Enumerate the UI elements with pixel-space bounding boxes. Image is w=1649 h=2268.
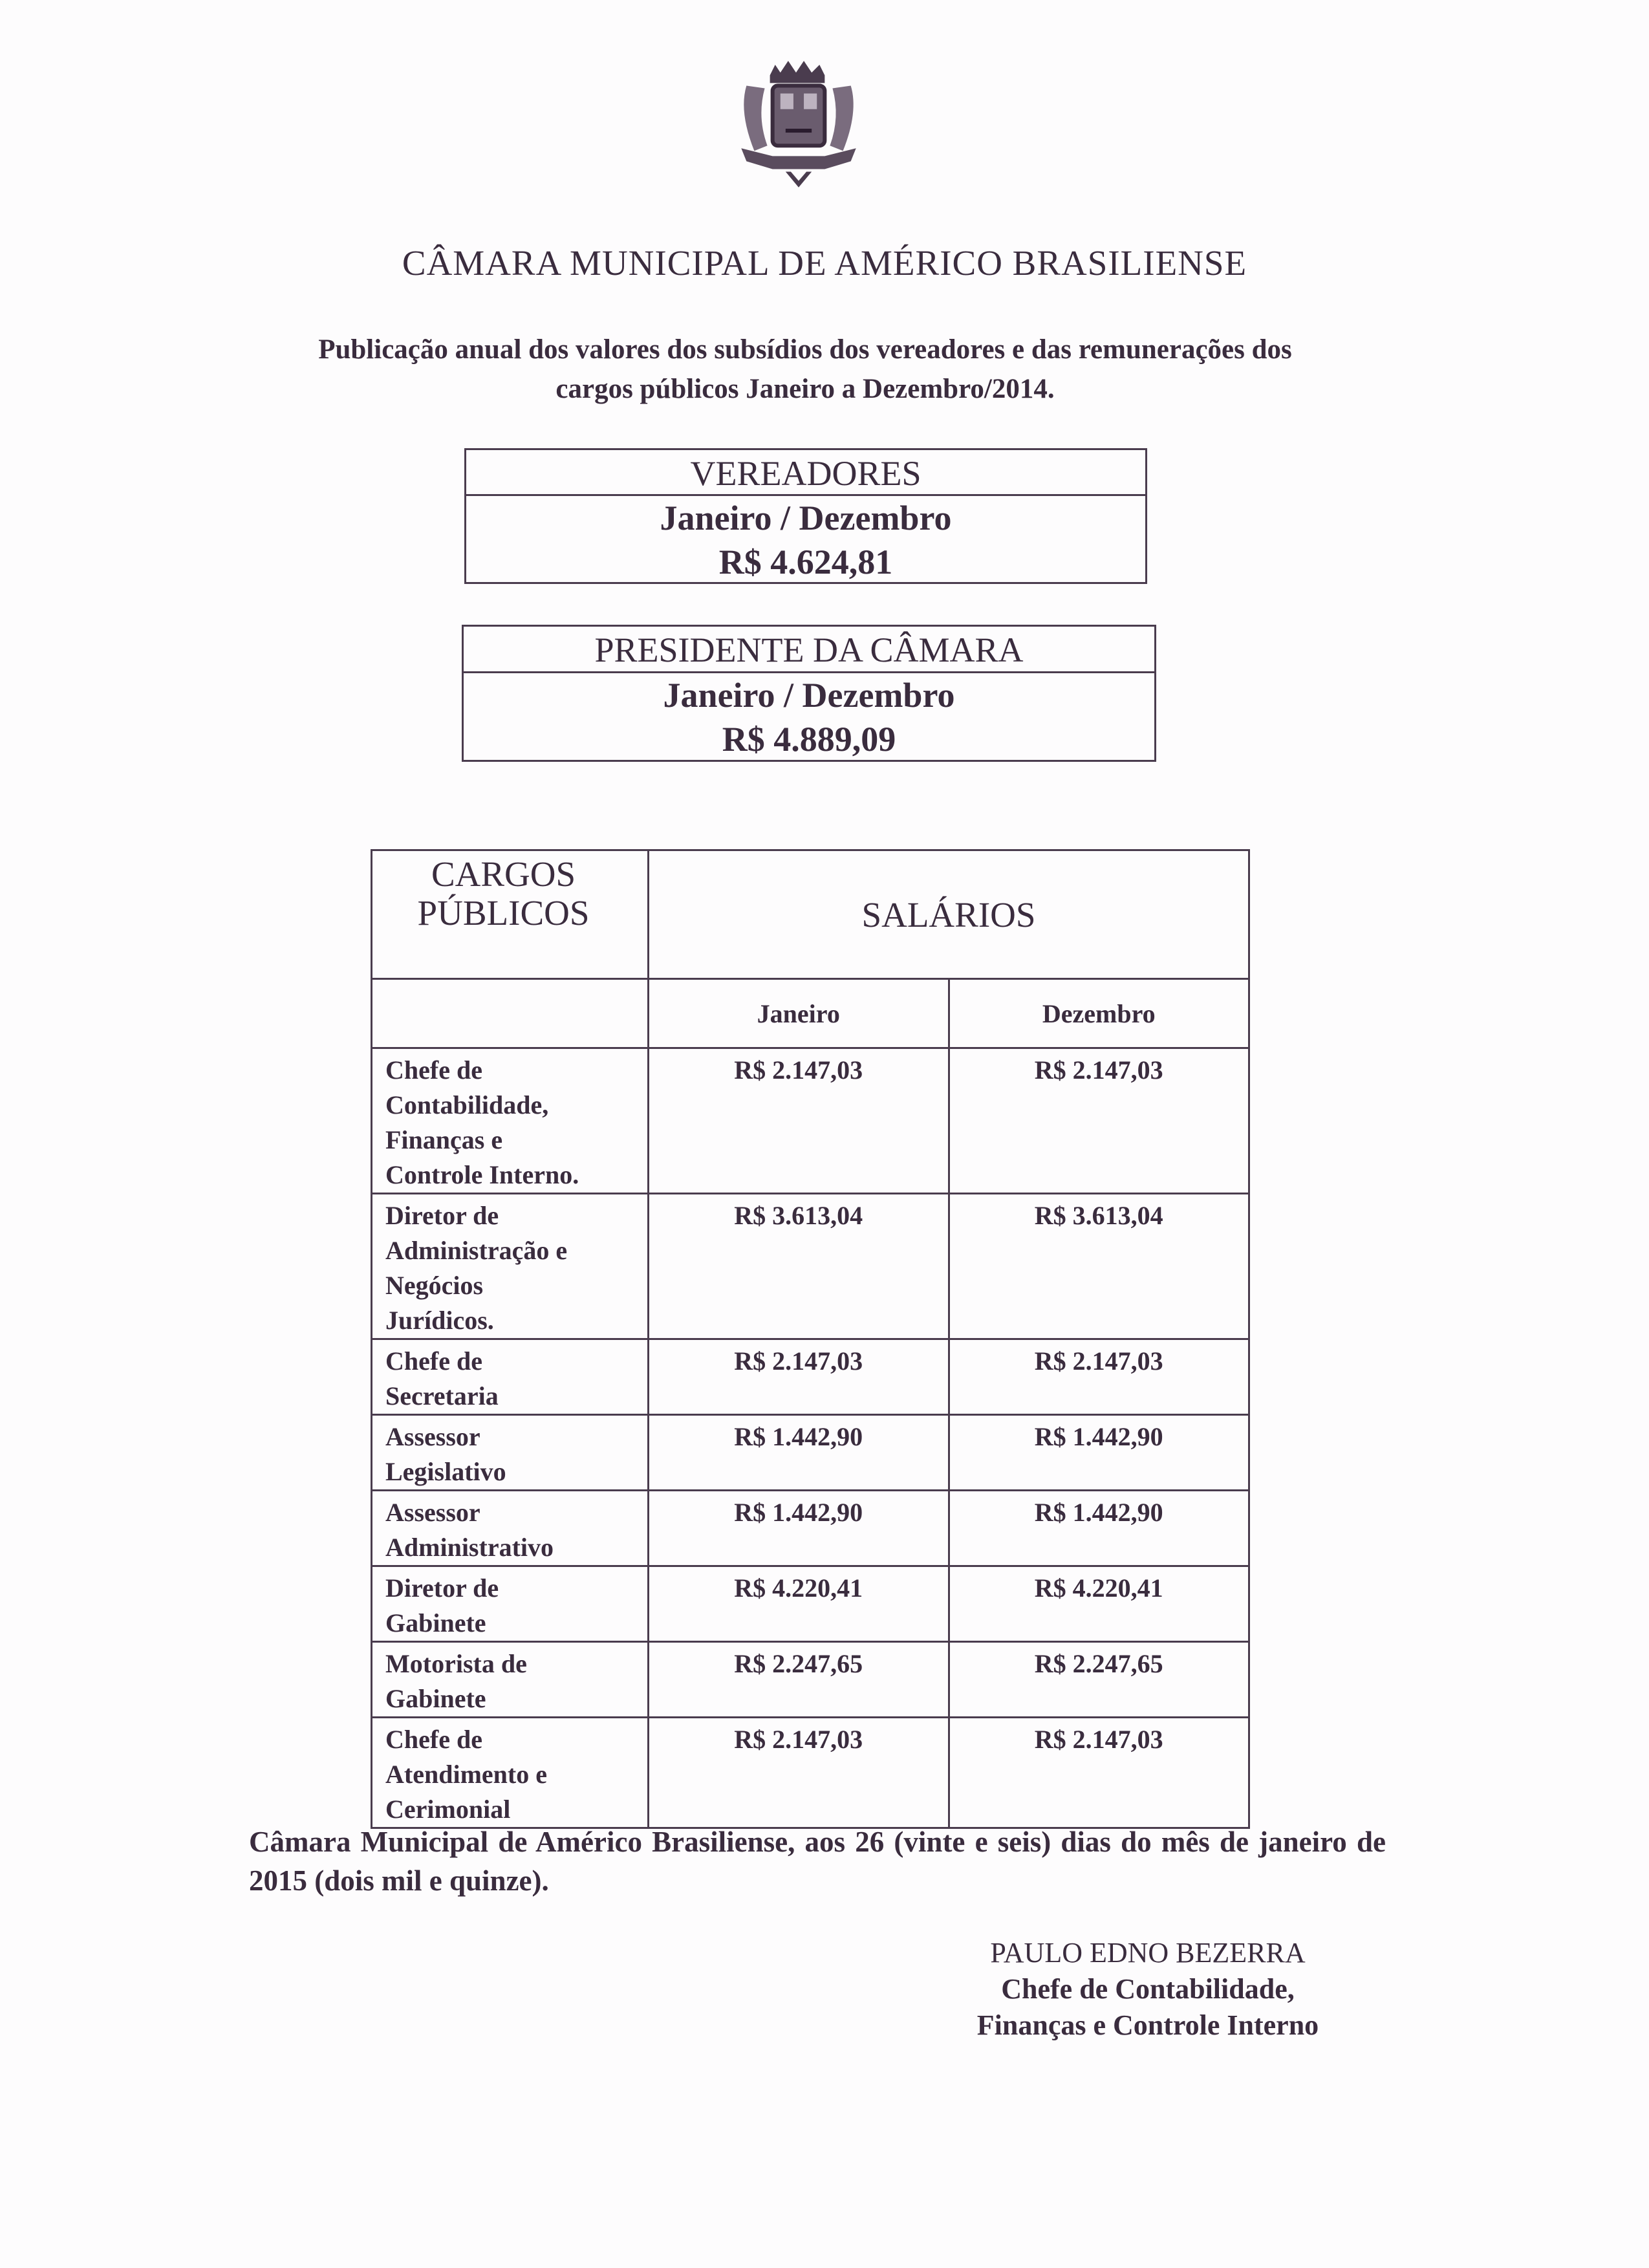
cargo-cell: Chefe de Secretaria — [371, 1338, 649, 1416]
signatory-name: PAULO EDNO BEZERRA — [990, 1937, 1306, 1969]
document-title: CÂMARA MUNICIPAL DE AMÉRICO BRASILIENSE — [402, 243, 1247, 283]
vereadores-value: R$ 4.624,81 — [718, 543, 893, 581]
cargo-cell: Assessor Administrativo — [371, 1489, 649, 1567]
salary-janeiro-cell: R$ 3.613,04 — [647, 1193, 950, 1340]
salary-janeiro-cell: R$ 4.220,41 — [647, 1565, 950, 1643]
presidente-value: R$ 4.889,09 — [722, 720, 896, 759]
cargo-line: Chefe de — [385, 1055, 482, 1085]
subheader-janeiro: Janeiro — [647, 978, 950, 1049]
table-row: Assessor Legislativo R$ 1.442,90 R$ 1.442,9… — [371, 1414, 1250, 1491]
cargo-line: Chefe de — [385, 1346, 482, 1376]
subtitle-line: Publicação anual dos valores dos subsídi… — [318, 334, 1292, 365]
cargo-cell: Motorista de Gabinete — [371, 1641, 649, 1718]
cargo-line: Controle Interno. — [385, 1160, 579, 1189]
salary-table: CARGOS PÚBLICOS SALÁRIOS Janeiro Dezembr… — [371, 849, 1250, 1829]
salary-janeiro-cell: R$ 2.147,03 — [647, 1047, 950, 1194]
signatory-role: Chefe de Contabilidade, — [1001, 1973, 1295, 2005]
cargo-line: Contabilidade, — [385, 1090, 549, 1119]
header-cargos-line: PÚBLICOS — [417, 893, 590, 933]
cargo-line: Legislativo — [385, 1457, 506, 1486]
salary-janeiro-cell: R$ 2.147,03 — [647, 1716, 950, 1829]
subheader-empty — [371, 978, 649, 1049]
closing-statement: Câmara Municipal de Américo Brasiliense,… — [249, 1826, 1386, 1897]
salary-dezembro-cell: R$ 3.613,04 — [947, 1193, 1250, 1340]
cargo-line: Administração e — [385, 1236, 568, 1265]
table-row: Chefe de Atendimento e Cerimonial R$ 2.147,… — [371, 1716, 1250, 1829]
salary-janeiro-cell: R$ 2.147,03 — [647, 1338, 950, 1416]
salary-janeiro-cell: R$ 1.442,90 — [647, 1489, 950, 1567]
cargo-line: Finanças e — [385, 1125, 503, 1154]
salary-dezembro-cell: R$ 2.247,65 — [947, 1641, 1250, 1718]
cargo-line: Chefe de — [385, 1725, 482, 1754]
table-row: Diretor de Gabinete R$ 4.220,41 R$ 4.220,41 — [371, 1565, 1250, 1643]
salary-janeiro-cell: R$ 1.442,90 — [647, 1414, 950, 1491]
subtitle-line: cargos públicos Janeiro a Dezembro/2014. — [555, 374, 1055, 404]
table-row: Chefe de Secretaria R$ 2.147,03 R$ 2.147,03 — [371, 1338, 1250, 1416]
salary-dezembro-cell: R$ 1.442,90 — [947, 1489, 1250, 1567]
cargo-line: Assessor — [385, 1498, 480, 1527]
cargo-line: Gabinete — [385, 1608, 486, 1637]
document-subtitle: Publicação anual dos valores dos subsídi… — [233, 330, 1377, 409]
cargo-cell: Assessor Legislativo — [371, 1414, 649, 1491]
cargo-cell: Diretor de Administração e Negócios Jurídic… — [371, 1193, 649, 1340]
header-cargos: CARGOS PÚBLICOS — [371, 849, 649, 980]
cargo-line: Diretor de — [385, 1573, 499, 1603]
vereadores-box: VEREADORES Janeiro / Dezembro R$ 4.624,8… — [464, 448, 1147, 584]
cargo-line: Jurídicos. — [385, 1306, 494, 1335]
signature-block: PAULO EDNO BEZERRA Chefe de Contabilidad… — [905, 1935, 1390, 2044]
cargo-line: Negócios — [385, 1271, 484, 1300]
cargo-line: Administrativo — [385, 1533, 554, 1562]
cargo-cell: Diretor de Gabinete — [371, 1565, 649, 1643]
signatory-role: Finanças e Controle Interno — [976, 2009, 1319, 2041]
table-header-row: CARGOS PÚBLICOS SALÁRIOS — [371, 849, 1250, 980]
table-row: Motorista de Gabinete R$ 2.247,65 R$ 2.247,… — [371, 1641, 1250, 1718]
salary-dezembro-cell: R$ 2.147,03 — [947, 1047, 1250, 1194]
salary-janeiro-cell: R$ 2.247,65 — [647, 1641, 950, 1718]
salary-dezembro-cell: R$ 4.220,41 — [947, 1565, 1250, 1643]
table-subheader-row: Janeiro Dezembro — [371, 978, 1250, 1049]
vereadores-title: VEREADORES — [466, 450, 1145, 496]
cargo-line: Gabinete — [385, 1684, 486, 1713]
vereadores-period: Janeiro / Dezembro — [660, 499, 952, 537]
presidente-period: Janeiro / Dezembro — [663, 676, 955, 715]
subheader-dezembro: Dezembro — [947, 978, 1250, 1049]
table-row: Chefe de Contabilidade, Finanças e Controle… — [371, 1047, 1250, 1194]
cargo-line: Assessor — [385, 1422, 480, 1451]
header-cargos-line: CARGOS — [431, 854, 576, 894]
cargo-line: Diretor de — [385, 1201, 499, 1230]
cargo-cell: Chefe de Contabilidade, Finanças e Controle… — [371, 1047, 649, 1194]
salary-dezembro-cell: R$ 1.442,90 — [947, 1414, 1250, 1491]
salary-dezembro-cell: R$ 2.147,03 — [947, 1716, 1250, 1829]
presidente-box: PRESIDENTE DA CÂMARA Janeiro / Dezembro … — [462, 625, 1156, 762]
cargo-line: Cerimonial — [385, 1795, 511, 1824]
salary-dezembro-cell: R$ 2.147,03 — [947, 1338, 1250, 1416]
cargo-line: Atendimento e — [385, 1760, 547, 1789]
municipal-coat-of-arms-logo — [741, 61, 856, 188]
table-row: Assessor Administrativo R$ 1.442,90 R$ 1.44… — [371, 1489, 1250, 1567]
presidente-title: PRESIDENTE DA CÂMARA — [464, 627, 1154, 673]
cargo-line: Secretaria — [385, 1381, 499, 1410]
table-row: Diretor de Administração e Negócios Jurídic… — [371, 1193, 1250, 1340]
header-salarios: SALÁRIOS — [647, 849, 1250, 980]
cargo-cell: Chefe de Atendimento e Cerimonial — [371, 1716, 649, 1829]
cargo-line: Motorista de — [385, 1649, 527, 1678]
